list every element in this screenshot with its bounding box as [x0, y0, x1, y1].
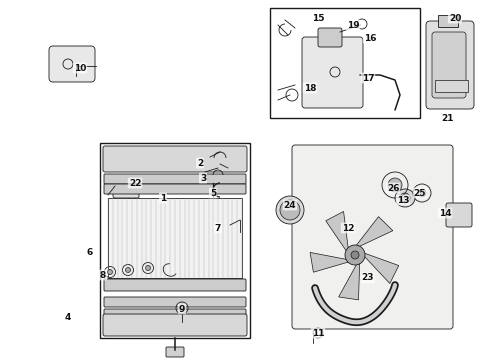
FancyBboxPatch shape — [104, 309, 246, 319]
FancyBboxPatch shape — [104, 184, 246, 194]
Circle shape — [351, 251, 359, 259]
Text: 19: 19 — [347, 21, 359, 30]
Ellipse shape — [395, 189, 415, 207]
Circle shape — [125, 267, 130, 273]
Text: 8: 8 — [100, 270, 106, 279]
Circle shape — [179, 305, 185, 311]
Text: 23: 23 — [362, 274, 374, 283]
Text: 18: 18 — [304, 84, 316, 93]
Text: 15: 15 — [312, 14, 324, 23]
Bar — [270, 8, 420, 118]
Text: 9: 9 — [179, 305, 185, 314]
FancyBboxPatch shape — [292, 145, 453, 329]
Circle shape — [388, 178, 402, 192]
Circle shape — [107, 270, 113, 274]
FancyBboxPatch shape — [104, 297, 246, 307]
Text: 10: 10 — [74, 63, 86, 72]
Circle shape — [418, 189, 426, 197]
Text: 7: 7 — [215, 224, 221, 233]
Text: 6: 6 — [87, 248, 93, 257]
FancyBboxPatch shape — [113, 176, 139, 198]
Circle shape — [146, 266, 150, 270]
FancyBboxPatch shape — [166, 347, 184, 357]
Text: 1: 1 — [160, 194, 166, 202]
Text: 11: 11 — [312, 328, 324, 338]
Circle shape — [280, 200, 300, 220]
Bar — [100, 143, 250, 338]
Text: 17: 17 — [362, 73, 374, 82]
Bar — [108, 198, 242, 278]
FancyBboxPatch shape — [49, 46, 95, 82]
Bar — [435, 80, 468, 92]
Polygon shape — [310, 252, 350, 272]
Text: 4: 4 — [65, 314, 71, 323]
Text: 22: 22 — [129, 179, 141, 188]
FancyBboxPatch shape — [104, 174, 246, 184]
FancyBboxPatch shape — [446, 203, 472, 227]
FancyBboxPatch shape — [318, 28, 342, 47]
FancyBboxPatch shape — [426, 21, 474, 109]
Text: 16: 16 — [364, 33, 376, 42]
FancyBboxPatch shape — [302, 37, 363, 108]
Circle shape — [345, 245, 365, 265]
Ellipse shape — [276, 196, 304, 224]
Text: 3: 3 — [200, 174, 206, 183]
Polygon shape — [339, 261, 360, 300]
FancyBboxPatch shape — [103, 314, 247, 336]
Text: 2: 2 — [197, 158, 203, 167]
Polygon shape — [355, 217, 393, 247]
Text: 12: 12 — [342, 224, 354, 233]
FancyBboxPatch shape — [432, 32, 466, 98]
Text: 26: 26 — [387, 184, 399, 193]
Bar — [438, 15, 458, 27]
FancyBboxPatch shape — [103, 146, 247, 172]
Polygon shape — [363, 252, 399, 283]
Text: 5: 5 — [210, 189, 216, 198]
FancyBboxPatch shape — [104, 279, 246, 291]
Text: 25: 25 — [414, 189, 426, 198]
Text: 21: 21 — [442, 113, 454, 122]
Polygon shape — [326, 211, 348, 252]
Text: 13: 13 — [397, 195, 409, 204]
Text: 14: 14 — [439, 208, 451, 217]
Text: 24: 24 — [284, 201, 296, 210]
Text: 20: 20 — [449, 14, 461, 23]
Circle shape — [400, 193, 410, 203]
